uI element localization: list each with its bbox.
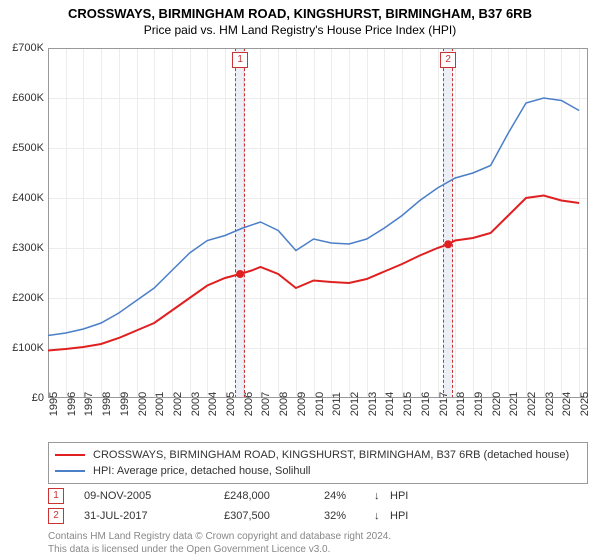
x-tick-label: 2004 bbox=[207, 392, 219, 416]
y-tick-label: £500K bbox=[12, 142, 44, 154]
legend-swatch bbox=[55, 454, 85, 456]
x-tick-label: 2018 bbox=[455, 392, 467, 416]
x-tick-label: 2021 bbox=[508, 392, 520, 416]
down-arrow-icon: ↓ bbox=[374, 490, 390, 502]
x-tick-label: 2019 bbox=[473, 392, 485, 416]
x-tick-label: 2009 bbox=[296, 392, 308, 416]
footer-line: Contains HM Land Registry data © Crown c… bbox=[48, 530, 588, 543]
x-tick-label: 2024 bbox=[561, 392, 573, 416]
chart-container: CROSSWAYS, BIRMINGHAM ROAD, KINGSHURST, … bbox=[0, 0, 600, 560]
x-tick-label: 1997 bbox=[83, 392, 95, 416]
y-tick-label: £100K bbox=[12, 342, 44, 354]
x-tick-label: 1999 bbox=[119, 392, 131, 416]
sale-vs-label: HPI bbox=[390, 490, 430, 502]
y-tick-label: £600K bbox=[12, 92, 44, 104]
x-tick-label: 2008 bbox=[278, 392, 290, 416]
sale-pct: 32% bbox=[324, 510, 374, 522]
sale-marker-tag: 2 bbox=[48, 508, 64, 524]
x-tick-label: 2023 bbox=[544, 392, 556, 416]
y-tick-label: £200K bbox=[12, 292, 44, 304]
x-tick-label: 2001 bbox=[154, 392, 166, 416]
footer-attribution: Contains HM Land Registry data © Crown c… bbox=[48, 530, 588, 556]
sales-row: 2 31-JUL-2017 £307,500 32% ↓ HPI bbox=[48, 506, 588, 526]
legend-item: HPI: Average price, detached house, Soli… bbox=[55, 463, 581, 479]
sale-pct: 24% bbox=[324, 490, 374, 502]
sales-table: 1 09-NOV-2005 £248,000 24% ↓ HPI 2 31-JU… bbox=[48, 486, 588, 526]
sale-price: £248,000 bbox=[224, 490, 324, 502]
chart-subtitle: Price paid vs. HM Land Registry's House … bbox=[0, 21, 600, 37]
series-property bbox=[48, 196, 579, 351]
sale-marker-dot bbox=[444, 240, 452, 248]
sale-marker-dot bbox=[236, 270, 244, 278]
sales-row: 1 09-NOV-2005 £248,000 24% ↓ HPI bbox=[48, 486, 588, 506]
x-tick-label: 2000 bbox=[137, 392, 149, 416]
sale-date: 09-NOV-2005 bbox=[84, 490, 224, 502]
x-tick-label: 1995 bbox=[48, 392, 60, 416]
x-tick-label: 2025 bbox=[579, 392, 591, 416]
y-tick-label: £300K bbox=[12, 242, 44, 254]
legend-item: CROSSWAYS, BIRMINGHAM ROAD, KINGSHURST, … bbox=[55, 447, 581, 463]
sale-marker-tag: 1 bbox=[48, 488, 64, 504]
series-hpi bbox=[48, 98, 579, 336]
x-tick-label: 2015 bbox=[402, 392, 414, 416]
y-tick-label: £0 bbox=[32, 392, 44, 404]
x-tick-label: 2011 bbox=[331, 392, 343, 416]
sale-price: £307,500 bbox=[224, 510, 324, 522]
sale-vs-label: HPI bbox=[390, 510, 430, 522]
x-tick-label: 2010 bbox=[314, 392, 326, 416]
down-arrow-icon: ↓ bbox=[374, 510, 390, 522]
chart-title: CROSSWAYS, BIRMINGHAM ROAD, KINGSHURST, … bbox=[0, 0, 600, 21]
legend-label: CROSSWAYS, BIRMINGHAM ROAD, KINGSHURST, … bbox=[93, 449, 569, 461]
y-tick-label: £700K bbox=[12, 42, 44, 54]
line-chart bbox=[48, 48, 588, 398]
x-tick-label: 2012 bbox=[349, 392, 361, 416]
x-tick-label: 2002 bbox=[172, 392, 184, 416]
legend: CROSSWAYS, BIRMINGHAM ROAD, KINGSHURST, … bbox=[48, 442, 588, 484]
chart-marker-tag: 1 bbox=[232, 52, 248, 68]
chart-marker-tag: 2 bbox=[440, 52, 456, 68]
x-tick-label: 2006 bbox=[243, 392, 255, 416]
x-tick-label: 2005 bbox=[225, 392, 237, 416]
y-tick-label: £400K bbox=[12, 192, 44, 204]
x-tick-label: 2003 bbox=[190, 392, 202, 416]
x-tick-label: 2016 bbox=[420, 392, 432, 416]
legend-swatch bbox=[55, 470, 85, 472]
footer-line: This data is licensed under the Open Gov… bbox=[48, 543, 588, 556]
x-tick-label: 2017 bbox=[438, 392, 450, 416]
sale-date: 31-JUL-2017 bbox=[84, 510, 224, 522]
x-tick-label: 2022 bbox=[526, 392, 538, 416]
legend-label: HPI: Average price, detached house, Soli… bbox=[93, 465, 311, 477]
x-tick-label: 1998 bbox=[101, 392, 113, 416]
x-tick-label: 2020 bbox=[491, 392, 503, 416]
x-tick-label: 2007 bbox=[260, 392, 272, 416]
x-tick-label: 1996 bbox=[66, 392, 78, 416]
x-tick-label: 2013 bbox=[367, 392, 379, 416]
x-tick-label: 2014 bbox=[384, 392, 396, 416]
